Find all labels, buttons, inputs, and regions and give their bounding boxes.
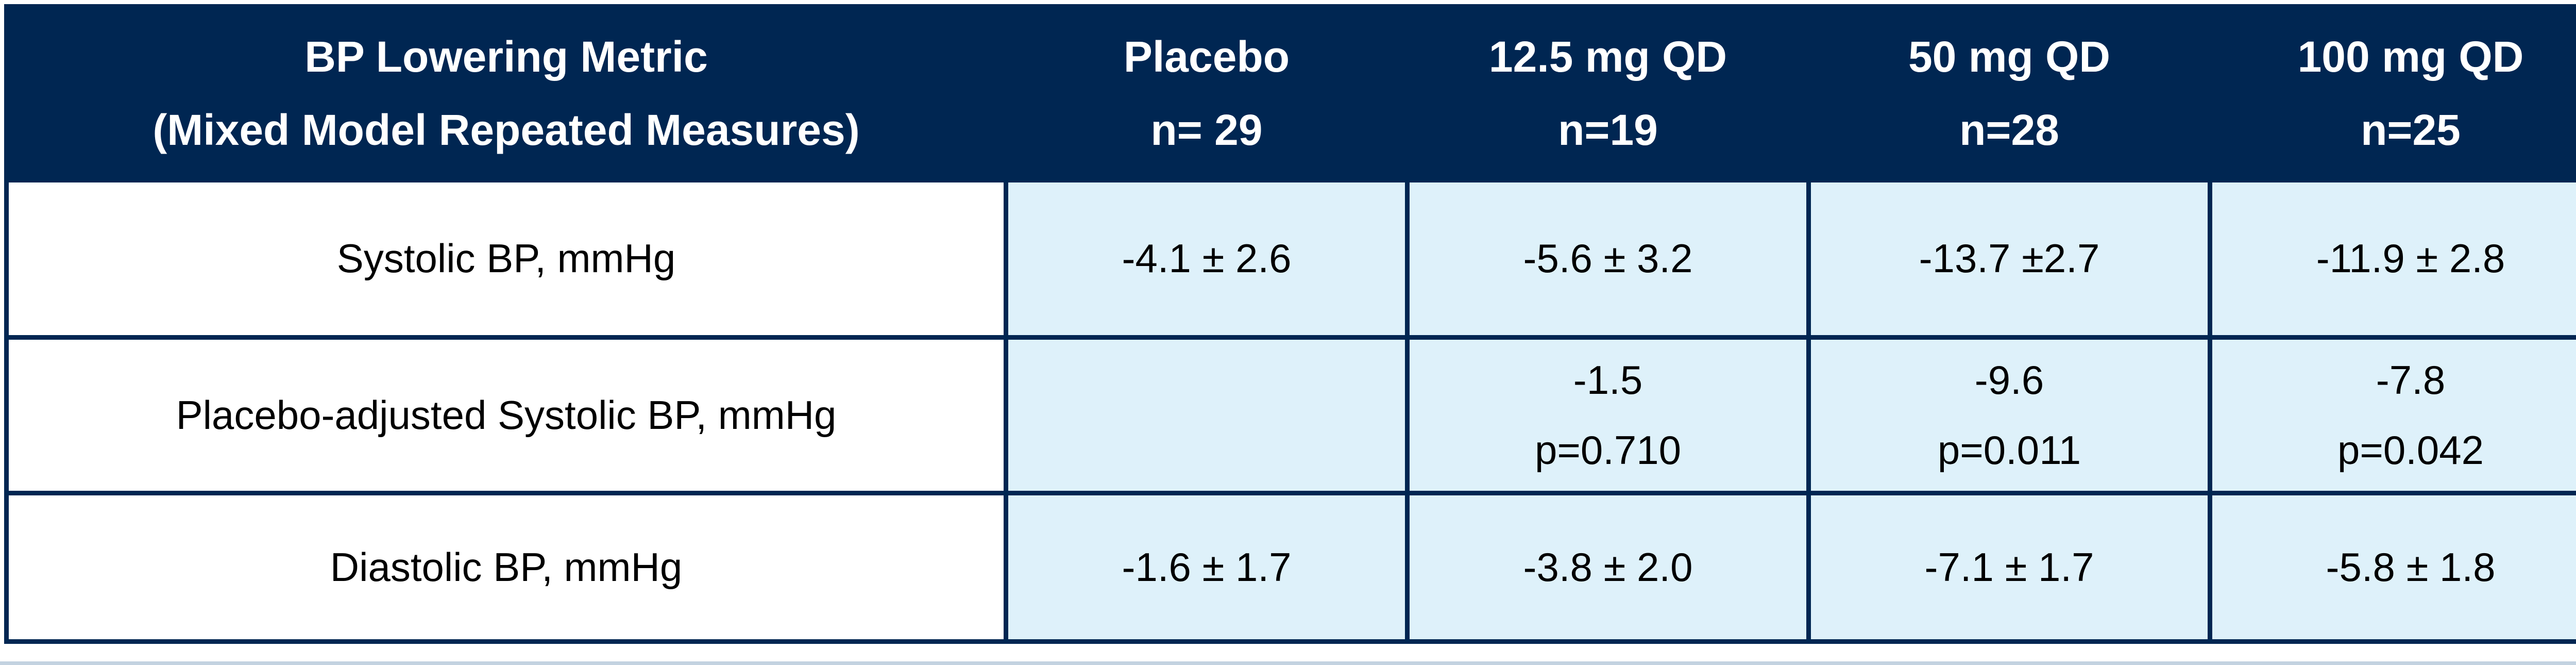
cell-systolic-12-5mg-qd: -5.6 ± 3.2 xyxy=(1405,178,1811,340)
column-label: 12.5 mg QD xyxy=(1488,32,1727,81)
row-label-systolic: Systolic BP, mmHg xyxy=(4,178,1008,340)
header-cell-12-5mg-qd: 12.5 mg QD n=19 xyxy=(1405,4,1811,182)
cell-value: -7.1 ± 1.7 xyxy=(1924,544,2094,590)
column-n-label: n=28 xyxy=(1959,106,2059,154)
bp-lowering-table: BP Lowering Metric (Mixed Model Repeated… xyxy=(4,4,2576,644)
cell-systolic-placebo: -4.1 ± 2.6 xyxy=(1004,178,1410,340)
table-row-diastolic: Diastolic BP, mmHg -1.6 ± 1.7 -3.8 ± 2.0… xyxy=(4,491,2576,644)
table-row-placebo-adjusted-systolic: Placebo-adjusted Systolic BP, mmHg -1.5 … xyxy=(4,335,2576,495)
cell-value: -1.5 xyxy=(1573,357,1643,403)
table-row-systolic: Systolic BP, mmHg -4.1 ± 2.6 -5.6 ± 3.2 … xyxy=(4,178,2576,340)
column-n-label: n=19 xyxy=(1558,106,1658,154)
cell-diastolic-placebo: -1.6 ± 1.7 xyxy=(1004,491,1410,644)
header-metric-title: BP Lowering Metric xyxy=(304,32,708,81)
header-cell-100mg-qd: 100 mg QD n=25 xyxy=(2208,4,2576,182)
bp-table-container: BP Lowering Metric (Mixed Model Repeated… xyxy=(4,4,2576,644)
table-header-row: BP Lowering Metric (Mixed Model Repeated… xyxy=(4,4,2576,182)
header-cell-50mg-qd: 50 mg QD n=28 xyxy=(1806,4,2212,182)
cell-systolic-50mg-qd: -13.7 ±2.7 xyxy=(1806,178,2212,340)
column-n-label: n= 29 xyxy=(1150,106,1263,154)
column-label: 100 mg QD xyxy=(2297,32,2524,81)
cell-adjusted-50mg-qd: -9.6 p=0.011 xyxy=(1806,335,2212,495)
cell-p-value: p=0.042 xyxy=(2337,427,2484,473)
cell-p-value: p=0.710 xyxy=(1534,427,1682,473)
cell-value: -3.8 ± 2.0 xyxy=(1523,544,1693,590)
cell-value: -4.1 ± 2.6 xyxy=(1122,236,1292,281)
header-metric-subtitle: (Mixed Model Repeated Measures) xyxy=(152,106,860,154)
cell-value: -5.8 ± 1.8 xyxy=(2326,544,2496,590)
row-label-text: Systolic BP, mmHg xyxy=(336,236,676,281)
column-label: Placebo xyxy=(1123,32,1290,81)
cell-diastolic-100mg-qd: -5.8 ± 1.8 xyxy=(2208,491,2576,644)
cell-adjusted-placebo-empty xyxy=(1004,335,1410,495)
header-cell-metric: BP Lowering Metric (Mixed Model Repeated… xyxy=(4,4,1008,182)
bottom-edge-strip xyxy=(0,661,2576,665)
row-label-diastolic: Diastolic BP, mmHg xyxy=(4,491,1008,644)
cell-p-value: p=0.011 xyxy=(1937,427,2081,473)
cell-value: -13.7 ±2.7 xyxy=(1919,236,2100,281)
row-label-text: Diastolic BP, mmHg xyxy=(330,544,683,590)
cell-systolic-100mg-qd: -11.9 ± 2.8 xyxy=(2208,178,2576,340)
column-n-label: n=25 xyxy=(2361,106,2461,154)
cell-value: -11.9 ± 2.8 xyxy=(2316,236,2505,281)
row-label-placebo-adjusted-systolic: Placebo-adjusted Systolic BP, mmHg xyxy=(4,335,1008,495)
cell-value: -9.6 xyxy=(1974,357,2044,403)
cell-value: -1.6 ± 1.7 xyxy=(1122,544,1292,590)
header-cell-placebo: Placebo n= 29 xyxy=(1004,4,1410,182)
column-label: 50 mg QD xyxy=(1908,32,2111,81)
cell-diastolic-50mg-qd: -7.1 ± 1.7 xyxy=(1806,491,2212,644)
cell-value: -5.6 ± 3.2 xyxy=(1523,236,1693,281)
cell-adjusted-100mg-qd: -7.8 p=0.042 xyxy=(2208,335,2576,495)
row-label-text: Placebo-adjusted Systolic BP, mmHg xyxy=(176,392,837,438)
cell-diastolic-12-5mg-qd: -3.8 ± 2.0 xyxy=(1405,491,1811,644)
cell-value: -7.8 xyxy=(2376,357,2446,403)
cell-adjusted-12-5mg-qd: -1.5 p=0.710 xyxy=(1405,335,1811,495)
